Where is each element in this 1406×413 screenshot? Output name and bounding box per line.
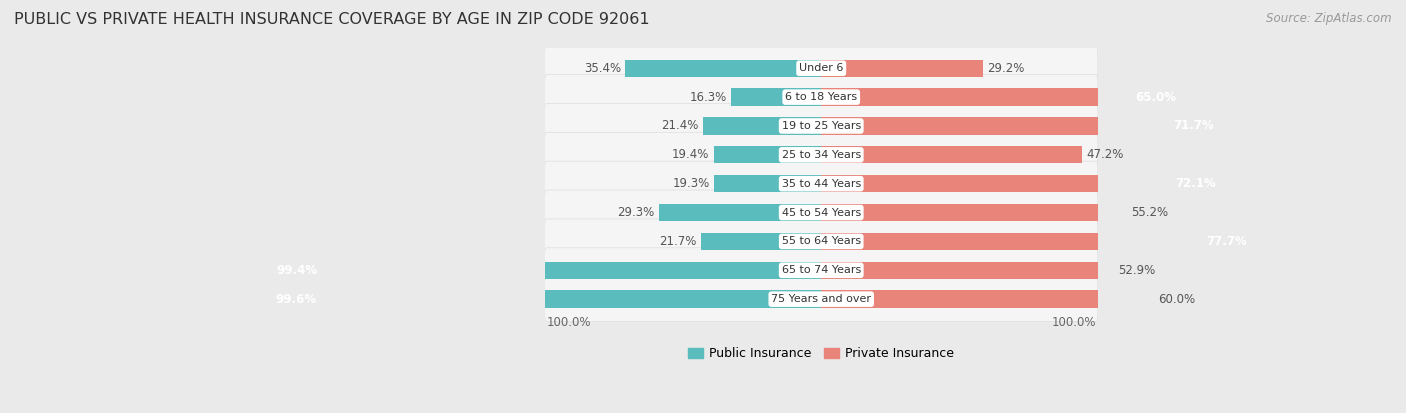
Bar [821,175,1220,192]
Text: 55 to 64 Years: 55 to 64 Years [782,236,860,247]
Text: 19 to 25 Years: 19 to 25 Years [782,121,860,131]
Bar [270,290,821,308]
FancyBboxPatch shape [544,190,1098,235]
Bar [821,117,1218,135]
Text: 71.7%: 71.7% [1173,119,1213,133]
Text: 16.3%: 16.3% [689,90,727,104]
FancyBboxPatch shape [544,75,1098,120]
Text: Source: ZipAtlas.com: Source: ZipAtlas.com [1267,12,1392,25]
Bar [271,261,821,279]
Bar [821,146,1083,164]
Bar [821,261,1114,279]
FancyBboxPatch shape [544,46,1098,91]
Bar [626,59,821,77]
Text: 19.4%: 19.4% [672,148,710,161]
Bar [714,175,821,192]
Text: 55.2%: 55.2% [1130,206,1168,219]
Bar [703,117,821,135]
Text: 6 to 18 Years: 6 to 18 Years [785,92,858,102]
Text: 65.0%: 65.0% [1136,90,1177,104]
Text: 100.0%: 100.0% [1052,316,1097,329]
FancyBboxPatch shape [544,161,1098,206]
Bar [821,59,983,77]
Text: PUBLIC VS PRIVATE HEALTH INSURANCE COVERAGE BY AGE IN ZIP CODE 92061: PUBLIC VS PRIVATE HEALTH INSURANCE COVER… [14,12,650,27]
Text: 21.7%: 21.7% [659,235,697,248]
Text: 35.4%: 35.4% [583,62,621,75]
Text: 19.3%: 19.3% [672,177,710,190]
FancyBboxPatch shape [544,219,1098,264]
Text: 60.0%: 60.0% [1157,293,1195,306]
FancyBboxPatch shape [544,132,1098,177]
FancyBboxPatch shape [544,277,1098,322]
Bar [702,233,821,250]
Bar [821,204,1126,221]
Text: 99.6%: 99.6% [276,293,316,306]
FancyBboxPatch shape [544,248,1098,293]
Bar [714,146,821,164]
FancyBboxPatch shape [544,103,1098,149]
Text: 100.0%: 100.0% [546,316,591,329]
Bar [821,233,1251,250]
Text: 47.2%: 47.2% [1087,148,1125,161]
Bar [731,88,821,106]
Text: 77.7%: 77.7% [1206,235,1247,248]
Text: 29.3%: 29.3% [617,206,655,219]
Text: 45 to 54 Years: 45 to 54 Years [782,208,860,218]
Text: 65 to 74 Years: 65 to 74 Years [782,265,860,275]
Bar [821,290,1153,308]
Text: 72.1%: 72.1% [1175,177,1216,190]
Text: Under 6: Under 6 [799,63,844,73]
Text: 75 Years and over: 75 Years and over [772,294,872,304]
Text: 35 to 44 Years: 35 to 44 Years [782,179,860,189]
Text: 29.2%: 29.2% [987,62,1025,75]
Bar [821,88,1181,106]
Text: 52.9%: 52.9% [1118,264,1156,277]
Legend: Public Insurance, Private Insurance: Public Insurance, Private Insurance [683,342,959,366]
Text: 99.4%: 99.4% [277,264,318,277]
Text: 21.4%: 21.4% [661,119,699,133]
Bar [659,204,821,221]
Text: 25 to 34 Years: 25 to 34 Years [782,150,860,160]
